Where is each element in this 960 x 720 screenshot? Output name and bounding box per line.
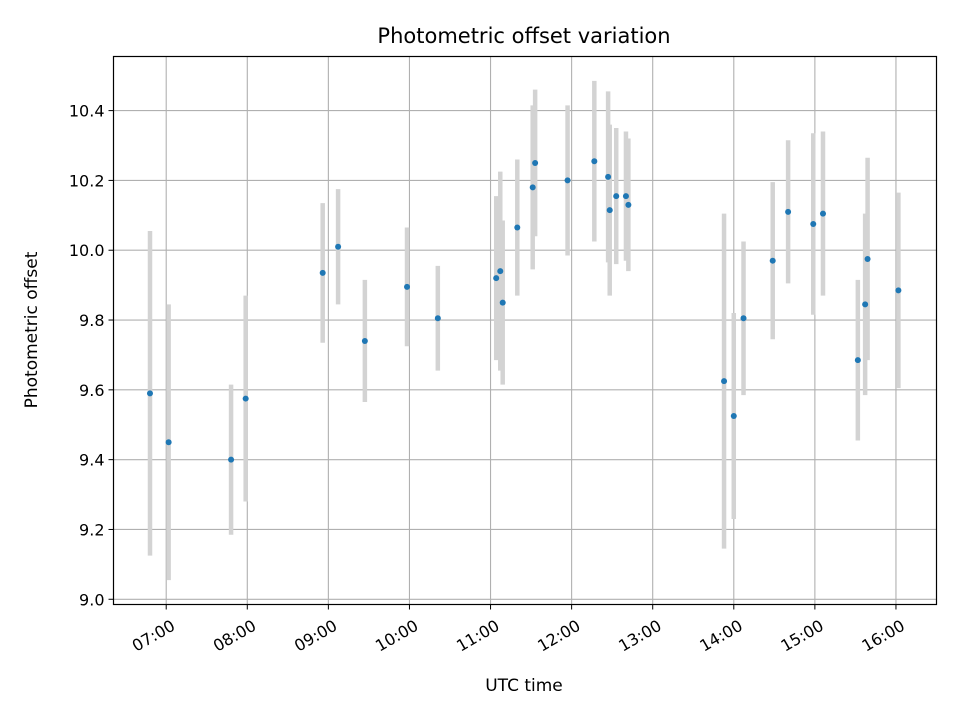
data-point — [819, 210, 826, 217]
y-axis: 9.0 9.2 9.4 9.6 9.8 10.0 10.2 10.4 — [69, 102, 114, 609]
x-axis-label: UTC time — [485, 676, 563, 696]
data-point — [493, 275, 500, 282]
data-point — [895, 287, 902, 294]
y-tick-label: 10.4 — [69, 102, 105, 121]
y-tick-label: 9.0 — [79, 590, 104, 609]
data-point — [591, 158, 598, 165]
data-point — [319, 269, 326, 276]
y-tick-label: 9.4 — [79, 451, 104, 470]
data-point — [862, 301, 869, 308]
y-axis-label: Photometric offset — [22, 251, 42, 408]
y-tick-label: 9.2 — [79, 520, 104, 539]
data-point — [769, 257, 776, 264]
y-tick-label: 9.8 — [79, 311, 104, 330]
data-point — [434, 315, 441, 322]
data-point — [730, 413, 737, 420]
data-point — [404, 283, 411, 290]
data-point — [864, 255, 871, 262]
data-points — [146, 158, 902, 463]
y-tick-label: 9.6 — [79, 381, 104, 400]
data-point — [242, 395, 249, 402]
data-point — [228, 456, 235, 463]
data-point — [497, 268, 504, 275]
data-point — [625, 201, 632, 208]
data-point — [605, 173, 612, 180]
data-point — [165, 439, 172, 446]
grid — [113, 56, 937, 605]
data-point — [335, 243, 342, 250]
data-point — [361, 337, 368, 344]
data-point — [785, 208, 792, 215]
data-point — [146, 390, 153, 397]
data-point — [810, 221, 817, 228]
data-point — [529, 184, 536, 191]
y-tick-label: 10.0 — [69, 241, 105, 260]
data-point — [613, 193, 620, 200]
data-point — [564, 177, 571, 184]
data-point — [740, 315, 747, 322]
plot-frame — [112, 55, 938, 606]
data-point — [532, 159, 539, 166]
chart-title: Photometric offset variation — [377, 24, 670, 48]
data-point — [721, 378, 728, 385]
data-point — [499, 299, 506, 306]
data-point — [514, 224, 521, 231]
data-point — [854, 357, 861, 364]
y-tick-label: 10.2 — [69, 171, 105, 190]
data-point — [606, 207, 613, 214]
data-point — [622, 193, 629, 200]
